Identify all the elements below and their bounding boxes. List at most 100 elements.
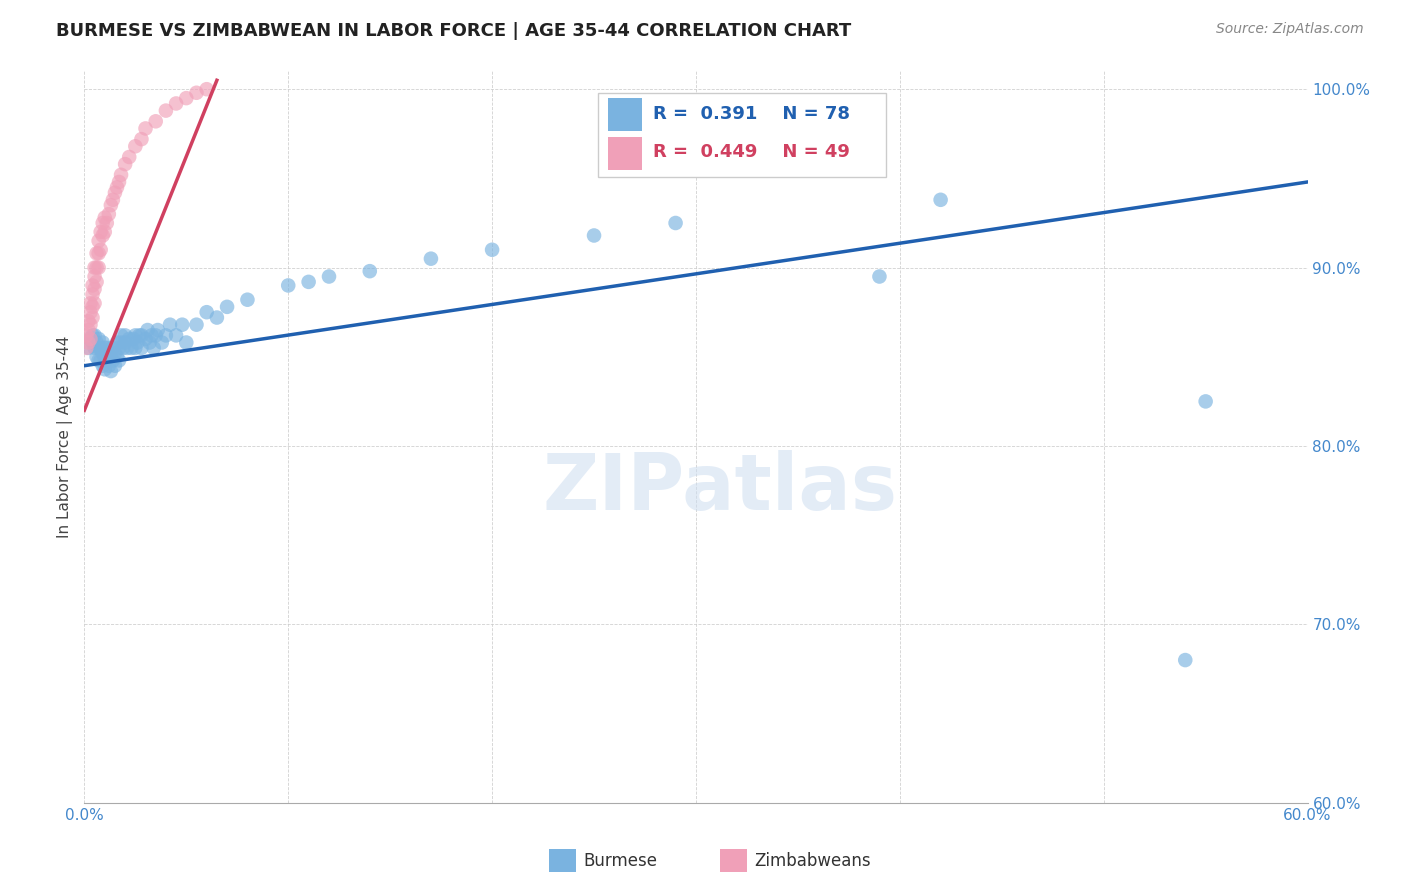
Point xyxy=(120,341,142,355)
Point xyxy=(91,216,114,230)
Point xyxy=(105,180,128,194)
Point xyxy=(86,350,108,364)
Point xyxy=(77,335,100,350)
Bar xyxy=(607,137,643,170)
Point xyxy=(93,225,115,239)
Point xyxy=(96,353,118,368)
Point xyxy=(77,323,100,337)
Point xyxy=(97,359,120,373)
Text: Zimbabweans: Zimbabweans xyxy=(755,852,872,870)
Point xyxy=(318,269,340,284)
Point xyxy=(420,252,443,266)
Point xyxy=(155,328,177,343)
Point xyxy=(93,341,115,355)
Point xyxy=(83,328,105,343)
Point xyxy=(75,328,97,343)
Point xyxy=(114,328,136,343)
Point xyxy=(93,211,115,225)
Point xyxy=(101,193,124,207)
Point xyxy=(90,353,112,368)
Point xyxy=(87,234,110,248)
Point xyxy=(77,341,100,355)
Point xyxy=(115,341,138,355)
Point xyxy=(79,318,101,332)
Text: R =  0.449    N = 49: R = 0.449 N = 49 xyxy=(654,143,851,161)
Text: R =  0.391    N = 78: R = 0.391 N = 78 xyxy=(654,104,851,123)
Point xyxy=(172,318,194,332)
Point xyxy=(87,341,110,355)
Point xyxy=(174,91,197,105)
FancyBboxPatch shape xyxy=(598,94,886,178)
Point xyxy=(583,228,606,243)
Point xyxy=(118,150,141,164)
Point xyxy=(108,353,131,368)
Point xyxy=(93,362,115,376)
Point xyxy=(86,275,108,289)
Point xyxy=(86,335,108,350)
Point xyxy=(79,332,101,346)
Point xyxy=(96,341,118,355)
Point xyxy=(136,323,159,337)
Point xyxy=(665,216,688,230)
Point xyxy=(145,114,167,128)
Point xyxy=(114,335,136,350)
Point xyxy=(159,318,181,332)
Point xyxy=(83,282,105,296)
Point xyxy=(90,341,112,355)
Point xyxy=(124,341,146,355)
Point xyxy=(87,332,110,346)
Point xyxy=(135,121,157,136)
Point xyxy=(87,260,110,275)
Point xyxy=(82,310,104,325)
Point xyxy=(122,332,145,346)
Bar xyxy=(550,849,576,872)
Bar xyxy=(720,849,748,872)
Point xyxy=(100,198,122,212)
Point xyxy=(105,335,128,350)
Point xyxy=(108,175,131,189)
Point xyxy=(131,328,153,343)
Point xyxy=(86,260,108,275)
Point xyxy=(105,350,128,364)
Point xyxy=(82,335,104,350)
Point xyxy=(124,328,146,343)
Point xyxy=(110,335,132,350)
Point xyxy=(359,264,381,278)
Point xyxy=(110,328,132,343)
Point xyxy=(127,335,149,350)
Point xyxy=(481,243,503,257)
Point xyxy=(298,275,321,289)
Point xyxy=(145,328,167,343)
Point xyxy=(101,353,124,368)
Point xyxy=(79,305,101,319)
Point xyxy=(142,341,165,355)
Y-axis label: In Labor Force | Age 35-44: In Labor Force | Age 35-44 xyxy=(58,336,73,538)
Text: Source: ZipAtlas.com: Source: ZipAtlas.com xyxy=(1216,22,1364,37)
Point xyxy=(82,328,104,343)
Point xyxy=(91,335,114,350)
Text: BURMESE VS ZIMBABWEAN IN LABOR FORCE | AGE 35-44 CORRELATION CHART: BURMESE VS ZIMBABWEAN IN LABOR FORCE | A… xyxy=(56,22,852,40)
Point xyxy=(131,132,153,146)
Point xyxy=(93,350,115,364)
Point xyxy=(86,246,108,260)
Point xyxy=(186,318,208,332)
Point xyxy=(165,96,187,111)
Point xyxy=(104,359,127,373)
Point xyxy=(91,228,114,243)
Point xyxy=(110,168,132,182)
Point xyxy=(90,243,112,257)
Bar xyxy=(607,98,643,131)
Point xyxy=(96,216,118,230)
Point xyxy=(104,186,127,200)
Point xyxy=(195,305,218,319)
Point xyxy=(217,300,239,314)
Point xyxy=(104,346,127,360)
Point xyxy=(277,278,299,293)
Point xyxy=(150,335,173,350)
Point xyxy=(124,139,146,153)
Point xyxy=(87,246,110,260)
Point xyxy=(82,278,104,293)
Point xyxy=(869,269,891,284)
Point xyxy=(83,260,105,275)
Point xyxy=(75,341,97,355)
